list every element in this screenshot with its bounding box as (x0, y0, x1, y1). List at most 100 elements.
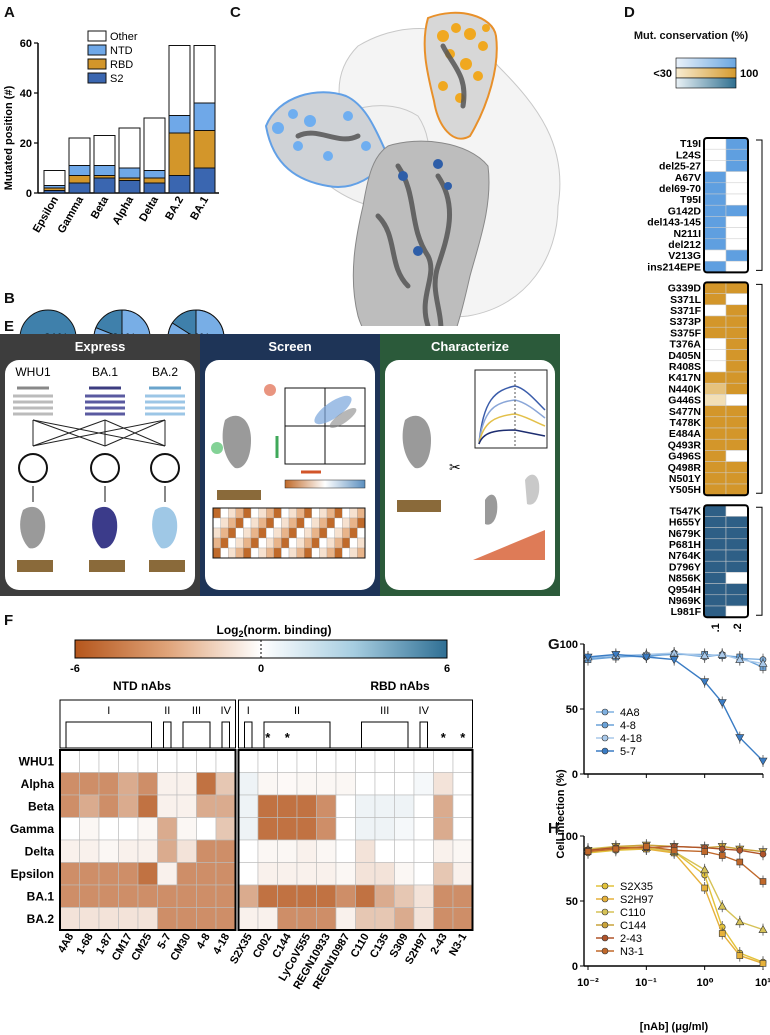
f-cell-Gamma-2-43 (433, 817, 454, 841)
blue-spheres (272, 109, 371, 161)
legend-label: 5-7 (620, 746, 636, 758)
f-cell-Beta-C135 (374, 794, 395, 818)
cell-ba2 (725, 160, 749, 172)
mutation-label: T376A (669, 339, 701, 351)
crossing-arrows (32, 419, 166, 447)
f-cell-Gamma-C144 (277, 817, 298, 841)
ntd-group-label: I (107, 705, 110, 717)
legend-swatch-NTD (87, 44, 107, 56)
cell-ba2 (725, 216, 749, 228)
screen-cell (243, 517, 252, 529)
f-cell-Alpha-1-87 (98, 772, 119, 796)
f-cell-Alpha-4A8 (59, 772, 80, 796)
legend-marker (601, 734, 609, 742)
f-cell-BA.1-1-87 (98, 884, 119, 908)
legend-swatch-S2 (87, 72, 107, 84)
point-N3-1 (612, 845, 620, 853)
screen-cell (349, 547, 358, 559)
f-cell-Delta-C135 (374, 839, 395, 863)
cell-ba1 (703, 382, 727, 395)
f-cell-WHU1-C110 (355, 749, 376, 773)
cell-ba1 (703, 538, 727, 551)
screen-cell (235, 517, 244, 529)
f-cell-WHU1-S309 (394, 749, 415, 773)
variant-label: Epsilon (11, 867, 54, 881)
screen-cell (250, 537, 259, 549)
group-bracket (756, 283, 763, 494)
panel-a-legend: Other NTD RBD S2 (87, 30, 138, 85)
screen-cell (228, 537, 236, 549)
screen-cell (342, 537, 350, 549)
f-cell-Delta-S2H97 (413, 839, 434, 863)
panel-label-c: C (230, 4, 241, 21)
f-cell-Beta-C144 (277, 794, 298, 818)
f-cell-Beta-REGN10987 (335, 794, 356, 818)
f-cell-BA.2-4-18 (215, 907, 236, 931)
f-cell-Delta-C144 (277, 839, 298, 863)
f-cell-WHU1-5-7 (157, 749, 178, 773)
f-cell-BA.2-1-68 (79, 907, 100, 931)
cell-ba2 (725, 538, 749, 551)
bar-Alpha-Other (118, 127, 141, 169)
f-cell-Delta-S2X35 (238, 839, 259, 863)
f-rbd-frame (237, 749, 474, 931)
f-cell-Alpha-S2H97 (413, 772, 434, 796)
column-label: BA.2 (732, 623, 744, 632)
cell-ba1 (703, 572, 727, 584)
f-cell-BA.2-S309 (394, 907, 415, 931)
mutation-label: N679K (668, 528, 701, 540)
f-rbd-title: RBD nAbs (370, 679, 430, 693)
f-cell-Alpha-C002 (257, 772, 278, 796)
bar-Gamma-S2 (68, 182, 91, 194)
f-cell-Beta-4-8 (196, 794, 217, 818)
screen-cell (304, 517, 312, 529)
mutation-label: K417N (668, 372, 701, 384)
rbd-ab-label: C002 (251, 932, 275, 961)
cell-ba1 (703, 483, 727, 496)
cell-ba2 (725, 326, 749, 339)
f-cell-BA.1-REGN10933 (316, 884, 337, 908)
d-group-RBD: G339DS371LS371FS373PS375FT376AD405NR408S… (668, 281, 763, 497)
group-frame (703, 137, 749, 274)
a-ytick-label: 40 (20, 88, 32, 100)
screen-cell (212, 507, 221, 519)
screen-cell (334, 507, 343, 519)
screen-cell (258, 537, 267, 549)
f-cell-Alpha-CM17 (118, 772, 139, 796)
panel-gh-curves: Cell infection (%) [nAb] (μg/ml) 0 50 100 4… (555, 639, 770, 1033)
f-cell-BA.2-5-7 (157, 907, 178, 931)
screen-cell (319, 537, 328, 549)
f-cell-Epsilon-REGN10987 (335, 862, 356, 886)
screen-cell (281, 507, 290, 519)
legend-label: N3-1 (620, 946, 644, 958)
f-cell-Beta-REGN10933 (316, 794, 337, 818)
screen-cell (342, 547, 350, 559)
ntd-ab-label: 4-8 (195, 932, 213, 952)
screen-box (205, 360, 375, 590)
f-cell-Epsilon-N3-1 (452, 862, 473, 886)
ntd-group-label: III (192, 705, 201, 717)
mutation-label: Q954H (668, 584, 701, 596)
f-cell-Gamma-4-8 (196, 817, 217, 841)
screen-cell (288, 527, 297, 539)
cell-ba1 (703, 315, 727, 328)
group-frame (703, 281, 749, 497)
f-cell-BA.1-C110 (355, 884, 376, 908)
express-title: Express (74, 339, 126, 354)
cell-ba2 (725, 204, 749, 217)
f-cell-Alpha-1-68 (79, 772, 100, 796)
screen-cell (357, 547, 366, 559)
f-cell-Alpha-5-7 (157, 772, 178, 796)
panel-a-chart: Mutated position (#) 0 20 40 60 EpsilonGamm… (3, 30, 219, 235)
screen-cell (326, 507, 335, 519)
point-N3-1 (736, 858, 744, 866)
f-cell-BA.1-C002 (257, 884, 278, 908)
f-cell-BA.2-1-87 (98, 907, 119, 931)
cell-ba1 (703, 371, 727, 384)
mutation-label: Q493R (668, 439, 702, 451)
cell-ba1 (703, 227, 727, 240)
ntd-ab-label: 4A8 (56, 932, 76, 955)
f-cell-WHU1-N3-1 (452, 749, 473, 773)
significance-star: * (441, 730, 447, 745)
screen-cell (319, 507, 328, 519)
